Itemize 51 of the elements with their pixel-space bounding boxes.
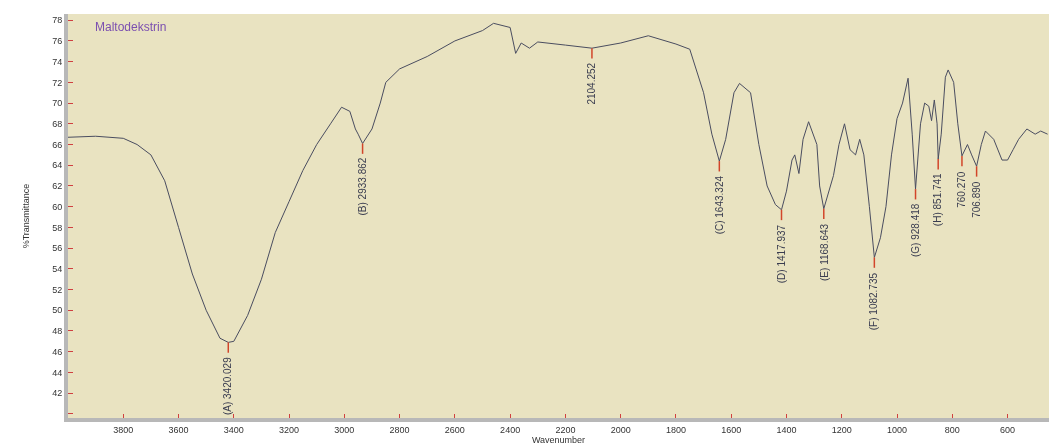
x-tick-label: 1400 xyxy=(776,424,797,435)
y-tick-label: 64 xyxy=(52,160,63,171)
x-tick-label: 1800 xyxy=(665,424,686,435)
x-tick-label: 1600 xyxy=(721,424,742,435)
x-tick-label: 3600 xyxy=(168,424,189,435)
y-tick-label: 76 xyxy=(52,36,63,47)
x-tick-label: 800 xyxy=(944,424,960,435)
y-tick-label: 56 xyxy=(52,243,63,254)
y-tick-label: 68 xyxy=(52,118,63,129)
x-tick-label: 3800 xyxy=(113,424,134,435)
x-axis-title: Wavenumber xyxy=(531,434,586,445)
annotation: (E) 1168.643 xyxy=(818,223,830,281)
annotation: (H) 851.741 xyxy=(932,172,944,227)
line-series xyxy=(68,22,1049,343)
y-tick-label: 50 xyxy=(52,305,63,316)
y-tick-label: 74 xyxy=(52,56,63,67)
y-tick-label: 72 xyxy=(52,77,63,88)
y-tick-label: 54 xyxy=(52,263,63,274)
y-axis-title: %Transmittance xyxy=(21,183,32,249)
y-tick-label: 48 xyxy=(52,326,63,337)
y-tick-label: 58 xyxy=(52,222,63,233)
x-tick-label: 2200 xyxy=(555,424,576,435)
annotation: (B) 2933.862 xyxy=(356,157,368,216)
x-tick-label: 600 xyxy=(1000,424,1016,435)
annotation: (A) 3420.029 xyxy=(222,356,234,416)
y-tick-label: 70 xyxy=(52,98,63,109)
annotation: (G) 928.418 xyxy=(910,203,922,258)
x-tick-label: 3400 xyxy=(223,424,244,435)
annotation: 706.890 xyxy=(971,181,983,218)
text: Maltodekstrin xyxy=(95,20,167,34)
y-tick-label: 44 xyxy=(52,367,63,378)
y-tick-label: 46 xyxy=(52,346,63,357)
y-tick-label: 60 xyxy=(52,201,63,212)
y-tick-label: 78 xyxy=(52,15,63,26)
annotation: 760.270 xyxy=(956,171,968,208)
x-tick-label: 3000 xyxy=(334,424,355,435)
annotation: (F) 1082.735 xyxy=(868,272,880,331)
x-tick-label: 1200 xyxy=(831,424,852,435)
annotation: (C) 1643.324 xyxy=(714,175,726,235)
y-tick-label: 62 xyxy=(52,181,63,192)
annotation: (D) 1417.937 xyxy=(775,224,787,284)
y-tick-label: 66 xyxy=(52,139,63,150)
x-tick-label: 2600 xyxy=(444,424,465,435)
y-tick-label: 42 xyxy=(52,388,63,399)
y-tick-label: 52 xyxy=(52,284,63,295)
annotation: 2104.252 xyxy=(586,62,598,105)
x-tick-label: 3200 xyxy=(279,424,300,435)
x-tick-label: 1000 xyxy=(886,424,908,435)
x-tick-label: 2400 xyxy=(500,424,521,435)
x-tick-label: 2800 xyxy=(389,424,410,435)
x-tick-label: 2000 xyxy=(610,424,631,435)
